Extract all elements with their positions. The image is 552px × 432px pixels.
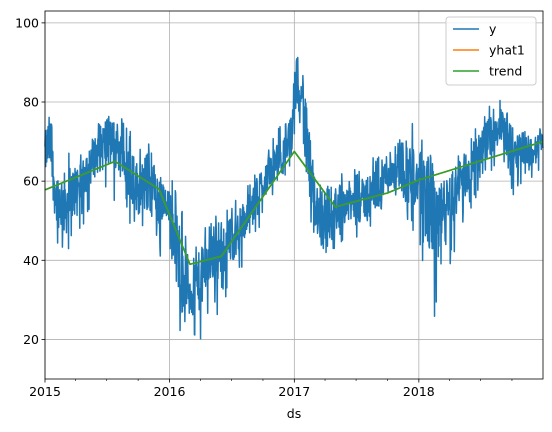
y-tick-label: 60 [23,174,39,189]
series-line-y [44,56,544,340]
y-tick-label: 40 [23,253,39,268]
series-lines [44,56,544,340]
x-tick-label: 2018 [403,384,435,399]
x-tick-label: 2016 [154,384,186,399]
legend-box [445,16,537,86]
y-tick-label: 100 [15,15,39,30]
legend-label-yhat1: yhat1 [489,43,525,58]
legend-label-trend: trend [489,64,522,79]
axes: 20 40 60 80 100 2015 2016 2017 2018 [15,15,513,399]
series-line-trend [44,140,544,266]
y-tick-label: 20 [23,332,39,347]
x-axis-label: ds [287,406,301,421]
y-tick-label: 80 [23,95,39,110]
legend: y yhat1 trend [445,16,537,86]
x-tick-label: 2015 [29,384,61,399]
x-tick-label: 2017 [278,384,310,399]
legend-label-y: y [489,22,497,37]
